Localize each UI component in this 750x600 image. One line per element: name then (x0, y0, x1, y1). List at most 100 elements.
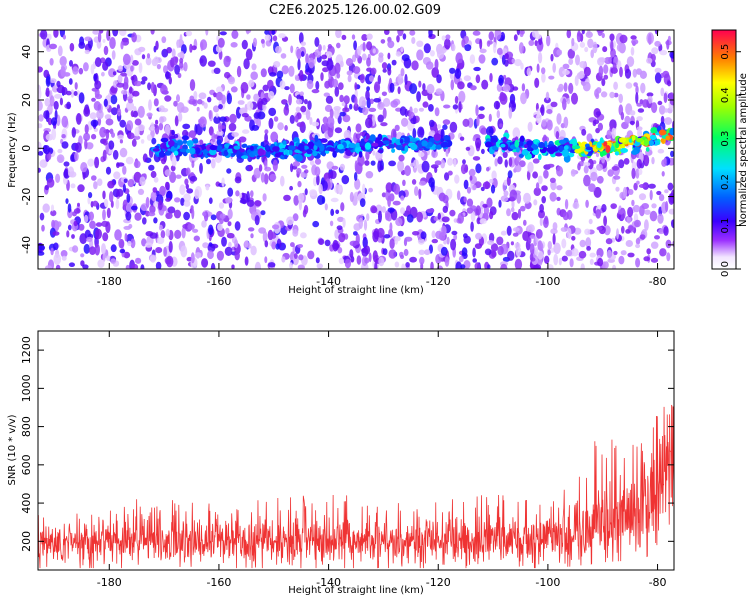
heatmap-cell (226, 92, 232, 105)
heatmap-cell (373, 81, 381, 94)
heatmap-cell (445, 34, 451, 40)
heatmap-cell (658, 129, 667, 136)
heatmap-cell (370, 67, 377, 76)
heatmap-cell (122, 165, 127, 175)
heatmap-cell (463, 75, 472, 82)
heatmap-cell (68, 262, 75, 268)
heatmap-cell (596, 141, 602, 149)
heatmap-cell (194, 188, 200, 200)
heatmap-cell (160, 230, 166, 239)
heatmap-cell (116, 82, 125, 88)
heatmap-cell (130, 238, 136, 249)
heatmap-y-tick-label: -20 (20, 188, 33, 206)
heatmap-cell (411, 60, 419, 71)
heatmap-cell (146, 134, 152, 141)
heatmap-cell (546, 35, 551, 47)
heatmap-cell (148, 164, 155, 171)
heatmap-cell (541, 119, 547, 127)
heatmap-cell (477, 113, 485, 120)
heatmap-cell (82, 264, 89, 269)
heatmap-cell (168, 241, 173, 253)
heatmap-cell (55, 264, 61, 269)
heatmap-cell (532, 171, 538, 179)
heatmap-cell (184, 178, 189, 186)
heatmap-cell (649, 134, 657, 141)
heatmap-cell (647, 95, 653, 104)
heatmap-cell (326, 116, 335, 128)
heatmap-cell (193, 235, 200, 242)
heatmap-cell (659, 248, 667, 257)
heatmap-cell (228, 149, 233, 154)
heatmap-cell (315, 257, 320, 264)
heatmap-cell (215, 91, 224, 101)
heatmap-cell (416, 211, 424, 223)
heatmap-cell (658, 105, 666, 115)
heatmap-cell (43, 69, 50, 79)
heatmap-cell (650, 257, 659, 263)
snr-x-axis-label: Height of straight line (km) (288, 585, 424, 596)
heatmap-cell (272, 159, 278, 172)
heatmap-cell (330, 208, 335, 216)
heatmap-cell (61, 255, 67, 261)
heatmap-cell (296, 122, 305, 128)
heatmap-cell (168, 76, 172, 85)
heatmap-cell (401, 117, 409, 127)
heatmap-cell (102, 38, 106, 43)
heatmap-cell (651, 102, 658, 114)
heatmap-cell (492, 41, 497, 54)
heatmap-cell (465, 146, 471, 151)
heatmap-cell (182, 139, 188, 144)
heatmap-cell (561, 149, 570, 158)
heatmap-cell (562, 69, 570, 75)
heatmap-cell (442, 124, 448, 130)
heatmap-cell (252, 37, 258, 48)
heatmap-cell (433, 216, 439, 221)
heatmap-cell (540, 104, 545, 116)
heatmap-cell (51, 117, 58, 126)
heatmap-cell (637, 108, 645, 113)
heatmap-cell (479, 48, 487, 54)
heatmap-cell (656, 190, 662, 196)
heatmap-cell (352, 66, 361, 74)
heatmap-cell (264, 129, 269, 135)
heatmap-cell (296, 48, 302, 60)
heatmap-cell (288, 149, 293, 156)
heatmap-cell (188, 130, 197, 139)
heatmap-cell (265, 39, 272, 47)
heatmap-cell (609, 91, 615, 99)
heatmap-cell (119, 147, 128, 158)
heatmap-cell (665, 201, 669, 213)
heatmap-cell (265, 150, 271, 158)
heatmap-cell (271, 241, 277, 250)
heatmap-cell (213, 67, 221, 75)
heatmap-cell (364, 245, 371, 255)
heatmap-cell (78, 41, 86, 49)
heatmap-cell (496, 236, 504, 246)
heatmap-cell (218, 104, 223, 110)
heatmap-cell (562, 63, 570, 70)
heatmap-cell (533, 187, 541, 196)
heatmap-cell (362, 41, 366, 52)
heatmap-cell (630, 46, 635, 56)
heatmap-cell (298, 143, 305, 151)
heatmap-cell (298, 200, 302, 211)
heatmap-cell (654, 72, 662, 84)
heatmap-cell (112, 71, 117, 76)
heatmap-cell (145, 196, 150, 209)
heatmap-x-tick-label: -160 (206, 275, 231, 288)
heatmap-cell (497, 156, 503, 165)
heatmap-cell (257, 148, 265, 157)
heatmap-cell (611, 127, 616, 139)
heatmap-cell (639, 205, 645, 217)
heatmap-cell (246, 94, 251, 100)
heatmap-cell (183, 211, 191, 221)
heatmap-cell (548, 75, 555, 80)
heatmap-cell (626, 56, 635, 67)
heatmap-cell (522, 230, 530, 242)
figure-title: C2E6.2025.126.00.02.G09 (269, 3, 441, 18)
heatmap-cell (387, 195, 391, 208)
heatmap-cell (63, 161, 70, 167)
heatmap-cell (150, 122, 155, 131)
heatmap-cell (101, 71, 105, 77)
snr-x-tick-label: -100 (535, 576, 560, 589)
